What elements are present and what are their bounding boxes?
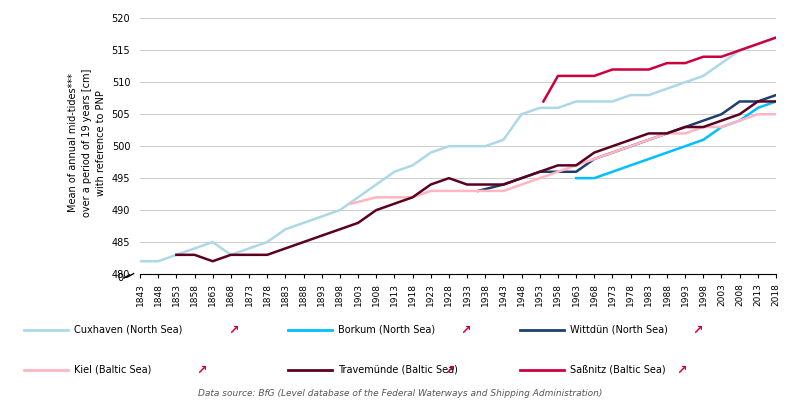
Text: Borkum (North Sea): Borkum (North Sea) <box>338 325 435 335</box>
Text: Saßnitz (Baltic Sea): Saßnitz (Baltic Sea) <box>570 365 666 375</box>
Text: ↗: ↗ <box>460 324 470 336</box>
Text: ↗: ↗ <box>444 364 454 376</box>
Text: Kiel (Baltic Sea): Kiel (Baltic Sea) <box>74 365 152 375</box>
Text: ↗: ↗ <box>676 364 686 376</box>
Text: 0: 0 <box>118 273 124 283</box>
Text: Travemünde (Baltic Sea): Travemünde (Baltic Sea) <box>338 365 458 375</box>
Text: ↗: ↗ <box>196 364 206 376</box>
Text: ↗: ↗ <box>692 324 702 336</box>
Text: Data source: BfG (Level database of the Federal Waterways and Shipping Administr: Data source: BfG (Level database of the … <box>198 389 602 398</box>
Y-axis label: Mean of annual mid-tides***
over a period of 19 years [cm]
with reference to PNP: Mean of annual mid-tides*** over a perio… <box>68 69 106 217</box>
Text: ↗: ↗ <box>228 324 238 336</box>
Text: Cuxhaven (North Sea): Cuxhaven (North Sea) <box>74 325 182 335</box>
Text: Wittdün (North Sea): Wittdün (North Sea) <box>570 325 668 335</box>
